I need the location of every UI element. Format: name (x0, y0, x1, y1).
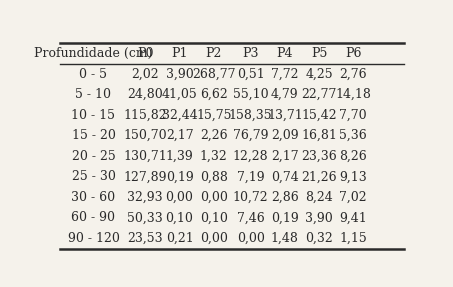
Text: 55,10: 55,10 (233, 88, 269, 101)
Text: P2: P2 (206, 47, 222, 60)
Text: P6: P6 (345, 47, 361, 60)
Text: 115,82: 115,82 (124, 109, 167, 122)
Text: 1,39: 1,39 (166, 150, 193, 163)
Text: 0,10: 0,10 (165, 212, 193, 224)
Text: 2,09: 2,09 (271, 129, 299, 142)
Text: 3,90: 3,90 (166, 68, 193, 81)
Text: 15 - 20: 15 - 20 (72, 129, 116, 142)
Text: 6,62: 6,62 (200, 88, 227, 101)
Text: 8,24: 8,24 (305, 191, 333, 204)
Text: 0,32: 0,32 (305, 232, 333, 245)
Text: 0,19: 0,19 (271, 212, 299, 224)
Text: 7,70: 7,70 (339, 109, 367, 122)
Text: 14,18: 14,18 (335, 88, 371, 101)
Text: P0: P0 (137, 47, 154, 60)
Text: 32,93: 32,93 (127, 191, 163, 204)
Text: 0,51: 0,51 (237, 68, 265, 81)
Text: 23,36: 23,36 (301, 150, 337, 163)
Text: P1: P1 (171, 47, 188, 60)
Text: 1,15: 1,15 (339, 232, 367, 245)
Text: 127,89: 127,89 (124, 170, 167, 183)
Text: 10,72: 10,72 (233, 191, 269, 204)
Text: 1,32: 1,32 (200, 150, 227, 163)
Text: 60 - 90: 60 - 90 (72, 212, 116, 224)
Text: 41,05: 41,05 (162, 88, 198, 101)
Text: 20 - 25: 20 - 25 (72, 150, 116, 163)
Text: 15,42: 15,42 (301, 109, 337, 122)
Text: 2,26: 2,26 (200, 129, 227, 142)
Text: 0,00: 0,00 (165, 191, 193, 204)
Text: 9,13: 9,13 (339, 170, 367, 183)
Text: 4,79: 4,79 (271, 88, 299, 101)
Text: 2,17: 2,17 (166, 129, 193, 142)
Text: 90 - 120: 90 - 120 (67, 232, 120, 245)
Text: 15,75: 15,75 (196, 109, 231, 122)
Text: 3,90: 3,90 (305, 212, 333, 224)
Text: 9,41: 9,41 (339, 212, 367, 224)
Text: 158,35: 158,35 (229, 109, 272, 122)
Text: Profundidade (cm): Profundidade (cm) (34, 47, 153, 60)
Text: 0,00: 0,00 (200, 191, 228, 204)
Text: P4: P4 (277, 47, 293, 60)
Text: 50,33: 50,33 (127, 212, 163, 224)
Text: 268,77: 268,77 (192, 68, 236, 81)
Text: 0,21: 0,21 (166, 232, 193, 245)
Text: 76,79: 76,79 (233, 129, 268, 142)
Text: 7,19: 7,19 (237, 170, 265, 183)
Text: 12,28: 12,28 (233, 150, 269, 163)
Text: 23,53: 23,53 (127, 232, 163, 245)
Text: 0,10: 0,10 (200, 212, 228, 224)
Text: 0,88: 0,88 (200, 170, 228, 183)
Text: 2,86: 2,86 (271, 191, 299, 204)
Text: 21,26: 21,26 (301, 170, 337, 183)
Text: 4,25: 4,25 (305, 68, 333, 81)
Text: 0,00: 0,00 (236, 232, 265, 245)
Text: 0,00: 0,00 (200, 232, 228, 245)
Text: P5: P5 (311, 47, 327, 60)
Text: 150,70: 150,70 (124, 129, 167, 142)
Text: 7,72: 7,72 (271, 68, 299, 81)
Text: 0 - 5: 0 - 5 (79, 68, 107, 81)
Text: P3: P3 (242, 47, 259, 60)
Text: 13,71: 13,71 (267, 109, 303, 122)
Text: 32,44: 32,44 (162, 109, 198, 122)
Text: 0,19: 0,19 (166, 170, 193, 183)
Text: 130,71: 130,71 (123, 150, 167, 163)
Text: 22,77: 22,77 (301, 88, 337, 101)
Text: 2,02: 2,02 (131, 68, 159, 81)
Text: 16,81: 16,81 (301, 129, 337, 142)
Text: 8,26: 8,26 (339, 150, 367, 163)
Text: 25 - 30: 25 - 30 (72, 170, 116, 183)
Text: 10 - 15: 10 - 15 (72, 109, 116, 122)
Text: 2,76: 2,76 (339, 68, 367, 81)
Text: 30 - 60: 30 - 60 (72, 191, 116, 204)
Text: 5,36: 5,36 (339, 129, 367, 142)
Text: 1,48: 1,48 (271, 232, 299, 245)
Text: 7,02: 7,02 (339, 191, 367, 204)
Text: 7,46: 7,46 (237, 212, 265, 224)
Text: 2,17: 2,17 (271, 150, 299, 163)
Text: 0,74: 0,74 (271, 170, 299, 183)
Text: 24,80: 24,80 (127, 88, 163, 101)
Text: 5 - 10: 5 - 10 (76, 88, 111, 101)
